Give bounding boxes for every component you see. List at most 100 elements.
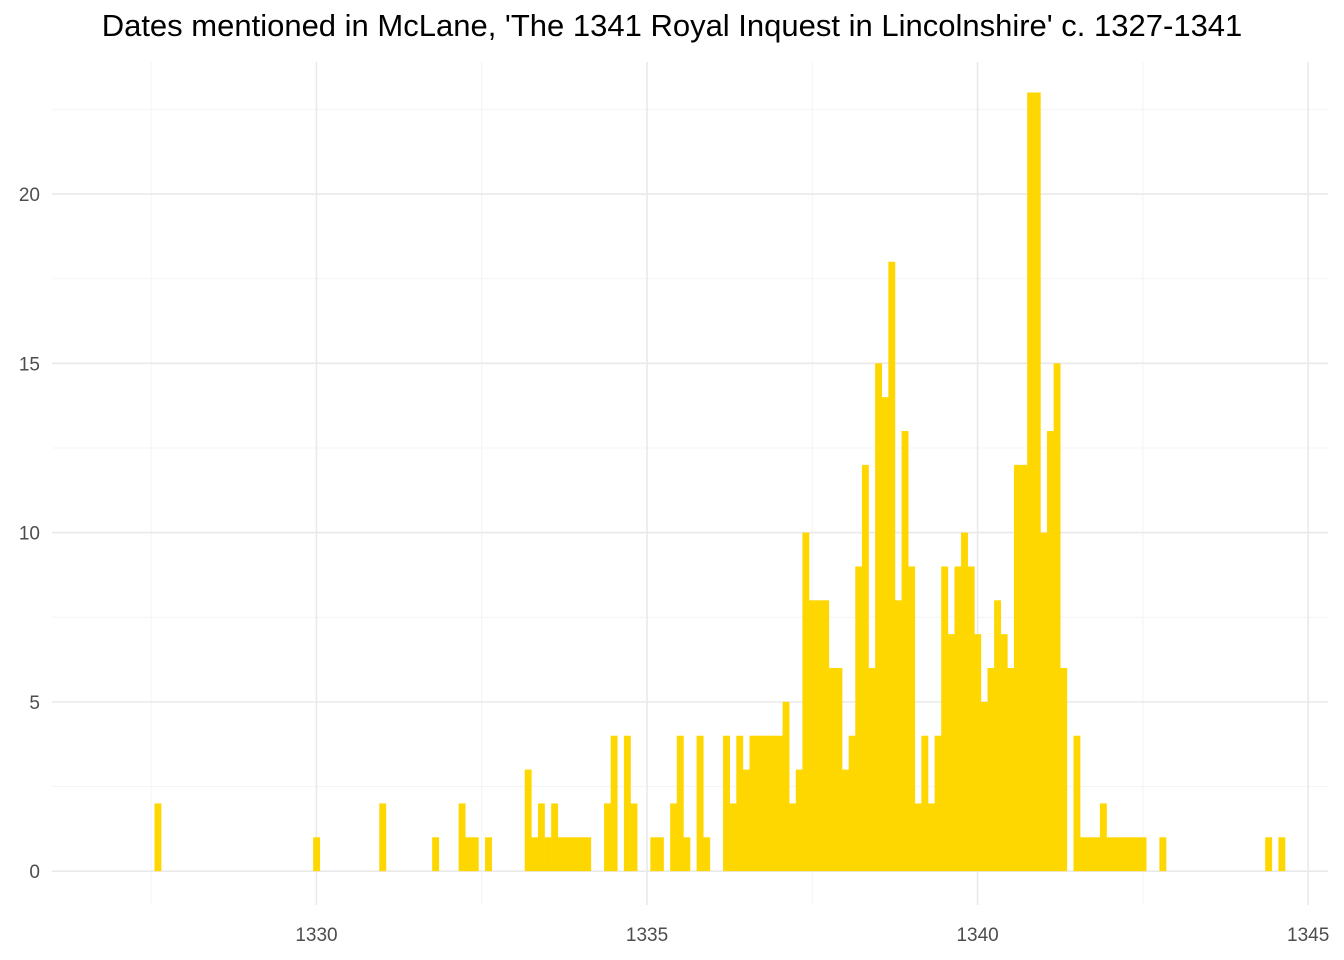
histogram-bar [775,735,783,872]
histogram-bar [458,803,466,872]
histogram-bar [557,837,565,872]
histogram-bar [537,803,545,872]
histogram-bar [604,803,611,872]
x-tick-label: 1340 [956,925,998,946]
histogram-bar [1020,464,1028,872]
histogram-bar [1159,837,1167,872]
histogram-bar [729,803,737,872]
histogram-bar [914,803,922,872]
histogram-bar [934,735,942,872]
histogram-bar [630,803,638,872]
histogram-bar [815,600,823,872]
histogram-bar [656,837,664,872]
histogram-bar [894,600,902,872]
histogram-bar [650,837,658,872]
histogram-bar [941,566,949,872]
histogram-bar [670,803,678,872]
histogram-bar [881,397,889,872]
histogram-bar [1013,464,1021,872]
histogram-bar [835,668,843,872]
histogram-bar [683,837,691,872]
histogram-bar [1139,837,1147,872]
histogram-bar [749,735,757,872]
histogram-bar [1060,668,1068,872]
histogram-bar [1000,634,1008,872]
histogram-bar [1040,532,1048,872]
histogram-bar [564,837,572,872]
major-gridlines [52,62,1328,905]
histogram-bar [795,769,803,872]
histogram-bar [696,735,704,872]
histogram-bar [974,634,982,872]
y-tick-label: 0 [29,862,40,883]
histogram-bar [994,600,1002,872]
histogram-bar [1132,837,1140,872]
histogram-bar [782,701,790,872]
histogram-bar [1073,735,1081,872]
histogram-bar [1080,837,1087,872]
x-tick-label: 1330 [295,925,337,946]
histogram-bar [584,837,592,872]
histogram-bar [1106,837,1114,872]
histogram-bar [610,735,618,872]
y-tick-label: 20 [19,185,40,206]
histogram-bar [432,837,440,872]
histogram-bar [961,532,968,872]
histogram-bar [868,668,876,872]
y-tick-label: 10 [19,524,40,545]
histogram-bar [465,837,473,872]
histogram-bar [551,803,559,872]
histogram-bar [1126,837,1134,872]
histogram-bar [676,735,684,872]
histogram-bar [1113,837,1121,872]
histogram-bar [756,735,764,872]
histogram-bar [967,566,975,872]
histogram-bar [980,701,988,872]
histogram-bar [1099,803,1107,872]
histogram-bar [577,837,585,872]
histogram-bar [723,735,730,872]
histogram-bar [908,566,916,872]
histogram-bar [1119,837,1127,872]
histogram-bar [802,532,810,872]
histogram-bar [822,600,830,872]
histogram-bar [544,837,552,872]
histogram-bar [1265,837,1273,872]
histogram-bar [1007,668,1015,872]
histogram-bar [313,837,321,872]
x-tick-label: 1345 [1287,925,1329,946]
y-tick-label: 5 [29,693,40,714]
x-tick-label: 1335 [626,925,668,946]
histogram-bar [921,735,929,872]
histogram-bar [875,363,883,872]
histogram-bar [954,566,962,872]
chart-title: Dates mentioned in McLane, 'The 1341 Roy… [101,8,1243,43]
histogram-bar [524,769,532,872]
histogram-bar [789,803,797,872]
histogram-bar [485,837,492,872]
histogram-bar [1033,92,1041,872]
histogram-bar [842,769,849,872]
histogram-bar [1053,363,1061,872]
histogram-bar [861,464,869,872]
histogram-bar [742,769,750,872]
histogram-bar [888,261,896,872]
histogram-bar [928,803,935,872]
histogram-bar [987,668,995,872]
histogram-bar [570,837,578,872]
histogram-bar [855,566,863,872]
histogram-bar [379,803,387,872]
histogram-bar [1027,92,1035,872]
histogram-bars [154,92,1286,872]
x-axis-tick-labels: 1330 1335 1340 1345 [295,925,1329,946]
histogram-bar [623,735,631,872]
histogram-bar [1093,837,1101,872]
histogram-bar [703,837,711,872]
minor-gridlines [52,62,1328,905]
histogram-bar [762,735,770,872]
histogram-bar [531,837,539,872]
histogram-bar [154,803,162,872]
histogram-bar [1278,837,1286,872]
